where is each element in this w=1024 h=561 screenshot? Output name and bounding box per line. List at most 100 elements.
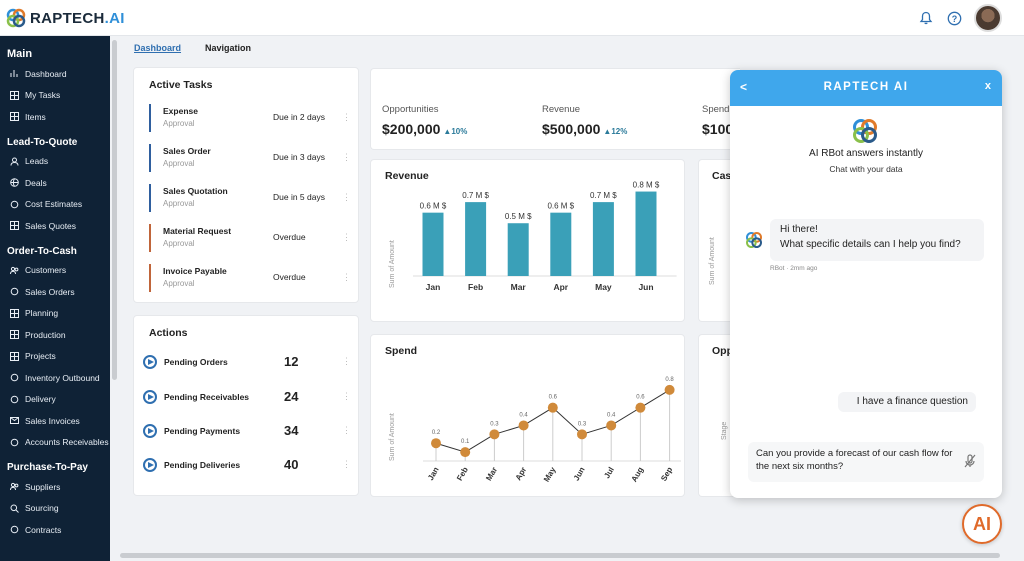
more-options-icon[interactable]: ⋮ [342, 356, 351, 366]
action-count: 24 [284, 389, 299, 404]
bot-message-line-2: What specific details can I help you fin… [780, 238, 961, 250]
x-tick-label: Jun [572, 465, 587, 482]
kpi-label: Spend [702, 104, 730, 115]
kpi-card: Opportunities $200,000 ▲10% Revenue $500,… [370, 68, 740, 150]
grid-icon [10, 112, 19, 122]
x-tick-label: Jul [602, 466, 616, 481]
sidebar-item-label: My Tasks [25, 90, 61, 101]
grid-icon [10, 90, 19, 100]
task-type: Approval [163, 239, 195, 248]
sidebar-item-label: Contracts [25, 524, 62, 535]
more-options-icon[interactable]: ⋮ [342, 272, 351, 282]
more-options-icon[interactable]: ⋮ [342, 112, 351, 122]
play-icon[interactable] [143, 355, 157, 369]
task-name: Sales Quotation [163, 186, 228, 196]
handshake-icon [10, 438, 19, 447]
chat-close-button[interactable]: x [984, 80, 991, 92]
sidebar-item-planning[interactable]: Planning [0, 303, 110, 325]
play-icon[interactable] [143, 424, 157, 438]
user-message: I have a finance question [838, 392, 976, 412]
action-label: Pending Orders [164, 357, 228, 367]
breadcrumb-dashboard[interactable]: Dashboard [134, 43, 182, 53]
spend-point [664, 384, 675, 395]
sidebar-scrollbar[interactable] [112, 40, 117, 380]
chat-back-button[interactable]: < [740, 80, 748, 94]
ai-assistant-button[interactable]: AI [962, 504, 1002, 544]
x-tick-label: May [595, 282, 612, 292]
actions-title: Actions [149, 327, 188, 339]
chat-input[interactable]: Can you provide a forecast of our cash f… [748, 442, 984, 482]
action-row[interactable]: Pending Orders 12 ⋮ [143, 353, 353, 371]
x-tick-label: Jan [426, 465, 441, 482]
chat-brand: RAPTECH AI [823, 81, 909, 93]
action-row[interactable]: Pending Deliveries 40 ⋮ [143, 456, 353, 474]
task-row[interactable]: Material Request Approval Overdue ⋮ [149, 224, 351, 252]
users-icon [10, 266, 19, 275]
sidebar-item-production[interactable]: Production [0, 324, 110, 346]
sidebar-item-leads[interactable]: Leads [0, 151, 110, 173]
help-icon[interactable]: ? [946, 10, 962, 26]
sidebar-item-my-tasks[interactable]: My Tasks [0, 85, 110, 107]
bar-data-label: 0.5 M $ [505, 212, 532, 221]
sidebar-item-cost-estimates[interactable]: Cost Estimates [0, 194, 110, 216]
point-data-label: 0.2 [432, 430, 441, 436]
task-row[interactable]: Expense Approval Due in 2 days ⋮ [149, 104, 351, 132]
sidebar-item-inventory-outbound[interactable]: Inventory Outbound [0, 367, 110, 389]
more-options-icon[interactable]: ⋮ [342, 459, 351, 469]
sidebar-item-delivery[interactable]: Delivery [0, 389, 110, 411]
breadcrumb-navigation[interactable]: Navigation [205, 43, 252, 53]
play-icon[interactable] [143, 390, 157, 404]
user-avatar[interactable] [974, 4, 1002, 32]
sidebar-item-label: Customers [25, 265, 67, 276]
bell-icon[interactable] [918, 10, 934, 26]
horizontal-scrollbar[interactable] [120, 553, 1000, 558]
kpi-label: Opportunities [382, 104, 439, 115]
more-options-icon[interactable]: ⋮ [342, 152, 351, 162]
spend-point [547, 402, 558, 413]
sidebar-item-label: Planning [25, 308, 59, 319]
more-options-icon[interactable]: ⋮ [342, 425, 351, 435]
svg-text:?: ? [951, 13, 957, 23]
action-label: Pending Payments [164, 426, 241, 436]
x-tick-label: Apr [553, 282, 568, 292]
logo-text: RAPTECH.AI [30, 9, 125, 27]
revenue-chart: 0.6 M $ Jan 0.7 M $ Feb 0.5 M $ Mar 0.6 M $ Apr… [413, 181, 677, 292]
sidebar-item-accounts-receivables[interactable]: Accounts Receivables [0, 432, 110, 454]
task-row[interactable]: Sales Quotation Approval Due in 5 days ⋮ [149, 184, 351, 212]
sidebar-item-label: Sourcing [25, 503, 59, 514]
play-icon[interactable] [143, 458, 157, 472]
sidebar-item-sourcing[interactable]: Sourcing [0, 498, 110, 520]
sidebar-item-items[interactable]: Items [0, 106, 110, 128]
task-row[interactable]: Sales Order Approval Due in 3 days ⋮ [149, 144, 351, 172]
mic-off-icon[interactable] [962, 453, 978, 469]
sidebar-item-label: Sales Orders [25, 286, 75, 297]
revenue-title: Revenue [385, 170, 429, 182]
action-row[interactable]: Pending Payments 34 ⋮ [143, 422, 353, 440]
car-icon [10, 200, 19, 209]
bot-message: Hi there! What specific details can I he… [770, 219, 984, 261]
sidebar-item-sales-quotes[interactable]: Sales Quotes [0, 215, 110, 237]
x-tick-label: Feb [455, 465, 470, 482]
sidebar-item-dashboard[interactable]: Dashboard [0, 63, 110, 85]
app-logo[interactable]: RAPTECH.AI [6, 8, 125, 28]
bar-data-label: 0.7 M $ [462, 191, 489, 200]
sidebar-item-projects[interactable]: Projects [0, 346, 110, 368]
sidebar-item-customers[interactable]: Customers [0, 260, 110, 282]
actions-card: Actions Pending Orders 12 ⋮ Pending Receiva… [133, 315, 359, 496]
action-count: 40 [284, 457, 299, 472]
sidebar-item-sales-orders[interactable]: Sales Orders [0, 281, 110, 303]
spend-point [489, 429, 500, 440]
sidebar-item-suppliers[interactable]: Suppliers [0, 476, 110, 498]
task-status-bar [149, 144, 151, 172]
grid-icon [10, 351, 19, 361]
more-options-icon[interactable]: ⋮ [342, 391, 351, 401]
sidebar-item-deals[interactable]: Deals [0, 172, 110, 194]
sidebar-item-contracts[interactable]: Contracts [0, 519, 110, 541]
more-options-icon[interactable]: ⋮ [342, 192, 351, 202]
more-options-icon[interactable]: ⋮ [342, 232, 351, 242]
chart-icon [10, 69, 19, 78]
spend-point [518, 420, 529, 431]
sidebar-item-sales-invoices[interactable]: Sales Invoices [0, 410, 110, 432]
action-row[interactable]: Pending Receivables 24 ⋮ [143, 388, 353, 406]
task-row[interactable]: Invoice Payable Approval Overdue ⋮ [149, 264, 351, 292]
